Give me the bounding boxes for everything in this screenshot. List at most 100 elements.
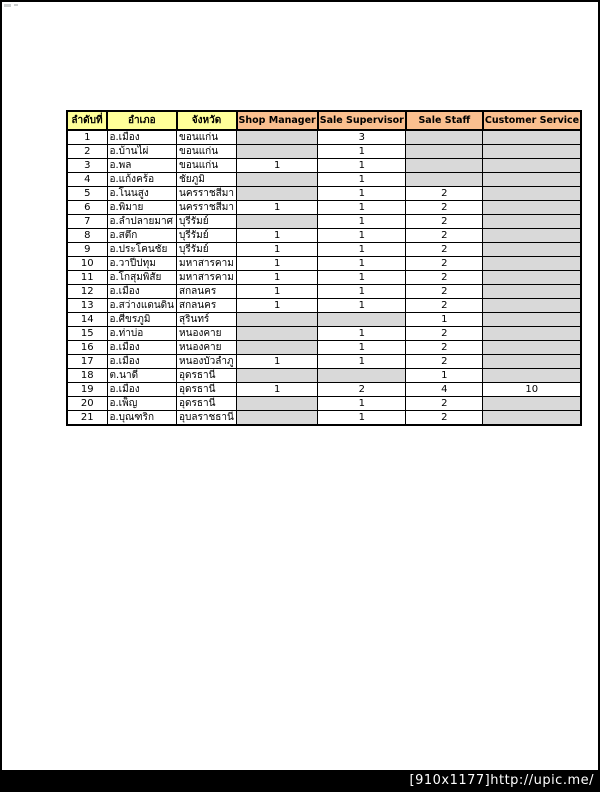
cell-shop_manager: 1 [236, 284, 319, 299]
cell-customer_service [482, 396, 582, 411]
cell-sale_staff: 2 [405, 340, 484, 355]
cell-district: อ.บุณฑริก [106, 410, 178, 426]
cell-sale_staff [405, 129, 484, 145]
cell-sale_staff: 2 [405, 228, 484, 243]
cell-district: อ.พิมาย [106, 200, 178, 215]
table-row: 14 อ.ศีขรภูมิ สุรินทร์ 1 [66, 312, 582, 327]
cell-sale_staff: 2 [405, 410, 484, 426]
cell-district: อ.พล [106, 158, 178, 173]
cell-province: อุดรธานี [176, 396, 238, 411]
cell-district: อ.สว่างแดนดิน [106, 298, 178, 313]
cell-customer_service [482, 200, 582, 215]
column-header-sale-supervisor: Sale Supervisor [316, 110, 407, 131]
cell-shop_manager: 1 [236, 228, 319, 243]
cell-shop_manager [236, 396, 319, 411]
cell-province: อุดรธานี [176, 368, 238, 383]
cell-district: อ.โกสุมพิสัย [106, 270, 178, 285]
cell-no: 3 [66, 158, 108, 173]
cell-shop_manager: 1 [236, 354, 319, 369]
cell-district: อ.เมือง [106, 129, 178, 145]
cell-district: อ.วาปีปทุม [106, 256, 178, 271]
cell-sale_staff [405, 158, 484, 173]
cell-shop_manager [236, 144, 319, 159]
cell-province: บุรีรัมย์ [176, 228, 238, 243]
cell-customer_service [482, 368, 582, 383]
table-row: 1 อ.เมือง ขอนแก่น 3 [66, 129, 582, 145]
cell-shop_manager: 1 [236, 270, 319, 285]
cell-sale_supervisor: 1 [317, 298, 407, 313]
cell-sale_supervisor: 1 [317, 200, 407, 215]
cell-sale_staff: 1 [405, 368, 484, 383]
table-row: 8 อ.สตึก บุรีรัมย์ 1 1 2 [66, 228, 582, 243]
document-page: ลำดับที่ อำเภอ จังหวัด Shop Manager Sale… [2, 2, 598, 770]
cell-sale_staff: 2 [405, 298, 484, 313]
corner-artifact [14, 4, 18, 6]
cell-no: 21 [66, 410, 108, 426]
cell-district: อ.ประโคนชัย [106, 242, 178, 257]
staff-allocation-table: ลำดับที่ อำเภอ จังหวัด Shop Manager Sale… [66, 110, 583, 426]
cell-customer_service [482, 144, 582, 159]
watermark-bar: [910x1177]http://upic.me/ [0, 770, 600, 792]
cell-shop_manager: 1 [236, 200, 319, 215]
column-header-customer-service: Customer Service [481, 110, 583, 131]
cell-no: 20 [66, 396, 108, 411]
cell-district: อ.แก้งคร้อ [106, 172, 178, 187]
cell-no: 12 [66, 284, 108, 299]
table-row: 9 อ.ประโคนชัย บุรีรัมย์ 1 1 2 [66, 242, 582, 257]
cell-province: หนองคาย [176, 340, 238, 355]
cell-no: 6 [66, 200, 108, 215]
cell-sale_staff: 2 [405, 242, 484, 257]
cell-sale_supervisor [317, 368, 407, 383]
table-row: 6 อ.พิมาย นครราชสีมา 1 1 2 [66, 200, 582, 215]
cell-sale_staff: 1 [405, 312, 484, 327]
column-header-province: จังหวัด [175, 110, 238, 131]
cell-district: ต.นาดี [106, 368, 178, 383]
table-row: 19 อ.เมือง อุดรธานี 1 2 4 10 [66, 382, 582, 397]
cell-no: 10 [66, 256, 108, 271]
cell-district: อ.บ้านไผ่ [106, 144, 178, 159]
corner-artifact [4, 4, 11, 7]
cell-shop_manager: 1 [236, 242, 319, 257]
cell-province: นครราชสีมา [176, 200, 238, 215]
cell-province: อุดรธานี [176, 382, 238, 397]
cell-sale_supervisor: 1 [317, 410, 407, 426]
cell-sale_supervisor: 1 [317, 172, 407, 187]
cell-sale_supervisor: 1 [317, 270, 407, 285]
table-row: 18 ต.นาดี อุดรธานี 1 [66, 368, 582, 383]
cell-no: 8 [66, 228, 108, 243]
cell-sale_supervisor: 1 [317, 326, 407, 341]
cell-district: อ.เพ็ญ [106, 396, 178, 411]
cell-province: ขอนแก่น [176, 144, 238, 159]
cell-province: หนองบัวลำภู [176, 354, 238, 369]
cell-no: 4 [66, 172, 108, 187]
cell-sale_staff: 2 [405, 270, 484, 285]
cell-customer_service [482, 354, 582, 369]
cell-sale_staff: 2 [405, 256, 484, 271]
cell-customer_service [482, 228, 582, 243]
cell-sale_staff: 2 [405, 214, 484, 229]
cell-shop_manager [236, 410, 319, 426]
cell-sale_supervisor: 1 [317, 186, 407, 201]
cell-customer_service [482, 256, 582, 271]
cell-customer_service [482, 186, 582, 201]
cell-province: สกลนคร [176, 298, 238, 313]
cell-sale_supervisor: 3 [317, 129, 407, 145]
column-header-sale-staff: Sale Staff [404, 110, 484, 131]
cell-no: 9 [66, 242, 108, 257]
cell-sale_supervisor: 1 [317, 396, 407, 411]
cell-shop_manager [236, 214, 319, 229]
cell-sale_staff: 2 [405, 200, 484, 215]
cell-no: 7 [66, 214, 108, 229]
cell-customer_service [482, 242, 582, 257]
cell-province: สุรินทร์ [176, 312, 238, 327]
cell-district: อ.ลำปลายมาศ [106, 214, 178, 229]
cell-shop_manager [236, 326, 319, 341]
table-row: 15 อ.ท่าบ่อ หนองคาย 1 2 [66, 326, 582, 341]
cell-province: มหาสารคาม [176, 256, 238, 271]
cell-customer_service [482, 410, 582, 426]
staff-table-body: 1 อ.เมือง ขอนแก่น 3 2 อ.บ้านไผ่ ขอนแก่น 1 3 อ.พลข… [66, 129, 582, 426]
table-row: 16 อ.เมือง หนองคาย 1 2 [66, 340, 582, 355]
cell-province: หนองคาย [176, 326, 238, 341]
cell-province: ชัยภูมิ [176, 172, 238, 187]
cell-sale_supervisor: 1 [317, 158, 407, 173]
